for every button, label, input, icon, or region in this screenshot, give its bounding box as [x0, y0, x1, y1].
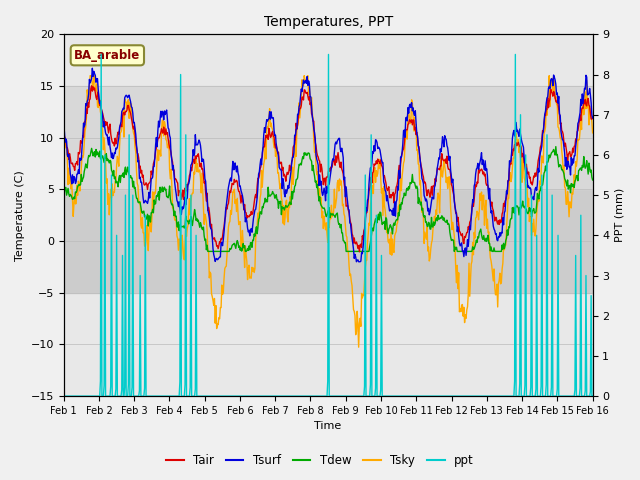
Text: BA_arable: BA_arable	[74, 49, 141, 62]
Y-axis label: Temperature (C): Temperature (C)	[15, 170, 25, 261]
Bar	[63, 190, 593, 293]
Legend: Tair, Tsurf, Tdew, Tsky, ppt: Tair, Tsurf, Tdew, Tsky, ppt	[161, 449, 479, 472]
Y-axis label: PPT (mm): PPT (mm)	[615, 188, 625, 242]
X-axis label: Time: Time	[314, 421, 342, 432]
Bar	[63, 86, 593, 190]
Title: Temperatures, PPT: Temperatures, PPT	[264, 15, 393, 29]
